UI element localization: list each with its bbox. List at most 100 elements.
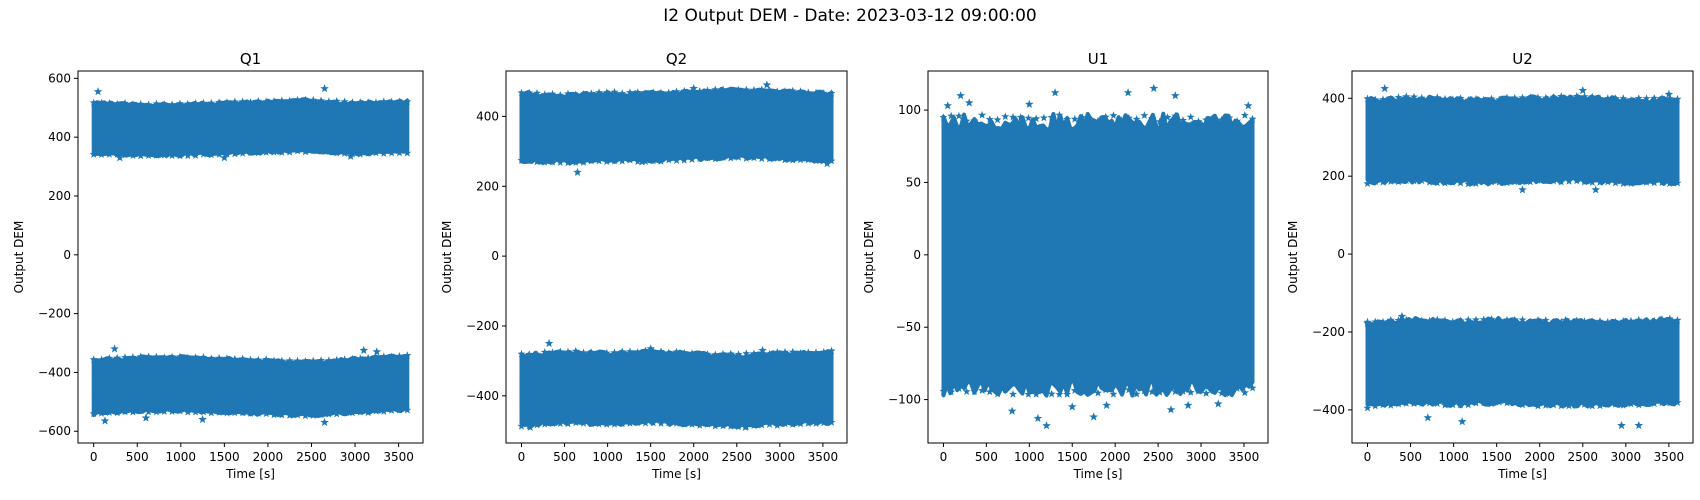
data-point (757, 349, 766, 358)
data-point (1101, 385, 1110, 394)
data-point (726, 86, 735, 94)
data-point (238, 408, 247, 417)
data-point (1588, 401, 1597, 410)
data-point (403, 351, 412, 359)
data-point (254, 148, 263, 157)
data-point (517, 88, 526, 97)
data-point (115, 153, 125, 162)
data-point (1642, 178, 1651, 186)
data-point (309, 411, 318, 419)
data-point (1070, 386, 1079, 394)
data-point (1025, 99, 1034, 108)
data-point (1007, 406, 1017, 415)
data-point (1479, 177, 1488, 186)
data-point (672, 87, 681, 95)
subplot-title: Q2 (666, 50, 687, 68)
data-point (207, 354, 216, 363)
x-tick-label: 500 (553, 450, 576, 464)
data-point (1565, 93, 1573, 102)
data-point (1425, 398, 1434, 407)
data-point (703, 420, 712, 428)
data-point (1510, 177, 1519, 186)
data-point (1047, 113, 1056, 121)
data-point (387, 406, 396, 414)
data-point (1510, 315, 1519, 324)
data-point (1379, 178, 1387, 186)
y-tick-label: 200 (48, 189, 71, 203)
data-point (758, 345, 767, 355)
data-point (1240, 388, 1249, 397)
data-point (1086, 115, 1095, 123)
data-point (1186, 112, 1195, 121)
data-point (215, 353, 224, 362)
data-point (602, 88, 611, 96)
data-point (317, 147, 326, 155)
data-point (1155, 117, 1164, 125)
data-point (750, 349, 758, 358)
data-point (573, 167, 582, 176)
data-layer (89, 84, 412, 427)
data-point (1225, 113, 1234, 122)
data-point (262, 148, 271, 156)
data-point (1386, 94, 1395, 103)
data-point (734, 422, 743, 431)
data-point (672, 156, 681, 164)
data-point (1642, 94, 1651, 102)
data-point (395, 405, 404, 414)
data-point (1627, 316, 1635, 325)
data-point (395, 97, 404, 106)
data-point (1603, 94, 1612, 102)
data-point (168, 151, 177, 160)
x-tick-label: 1000 (166, 450, 197, 464)
data-point (602, 348, 611, 357)
x-tick-label: 2500 (296, 450, 327, 464)
data-point (168, 100, 177, 108)
data-point (1441, 178, 1449, 187)
data-point (742, 349, 751, 357)
data-point (324, 147, 333, 156)
data-point (1063, 115, 1072, 123)
data-point (548, 348, 557, 356)
data-point (1179, 116, 1187, 124)
data-point (1526, 317, 1535, 326)
data-point (1394, 316, 1403, 324)
data-point (1549, 317, 1558, 326)
data-point (1055, 390, 1064, 398)
data-point (215, 98, 224, 106)
data-point (540, 158, 549, 166)
data-point (680, 86, 689, 95)
data-point (175, 352, 184, 361)
data-point (956, 91, 965, 100)
data-point (711, 350, 720, 359)
data-point (198, 415, 207, 424)
data-point (734, 153, 743, 161)
data-point (750, 421, 758, 429)
data-point (1588, 178, 1597, 186)
data-point (680, 349, 689, 357)
x-tick-label: 3500 (383, 450, 414, 464)
x-tick-label: 1500 (635, 450, 666, 464)
data-point (827, 156, 836, 165)
data-point (1001, 385, 1010, 393)
data-point (207, 408, 216, 417)
data-point (1209, 114, 1218, 123)
data-point (781, 155, 789, 164)
data-point (1394, 399, 1403, 408)
x-tick-label: 2000 (253, 450, 284, 464)
data-point (595, 419, 603, 428)
y-axis-label: Output DEM (440, 221, 454, 294)
data-point (1448, 177, 1457, 186)
x-tick-label: 1000 (592, 450, 623, 464)
data-point (595, 88, 603, 96)
data-point (1123, 88, 1133, 97)
data-point (587, 419, 596, 428)
data-point (1402, 315, 1411, 324)
data-point (641, 419, 650, 427)
data-point (356, 407, 365, 416)
data-point (1009, 113, 1017, 121)
data-point (207, 150, 216, 159)
data-point (1441, 316, 1449, 324)
data-point (672, 347, 681, 356)
data-point (695, 154, 704, 163)
data-point (199, 150, 208, 158)
